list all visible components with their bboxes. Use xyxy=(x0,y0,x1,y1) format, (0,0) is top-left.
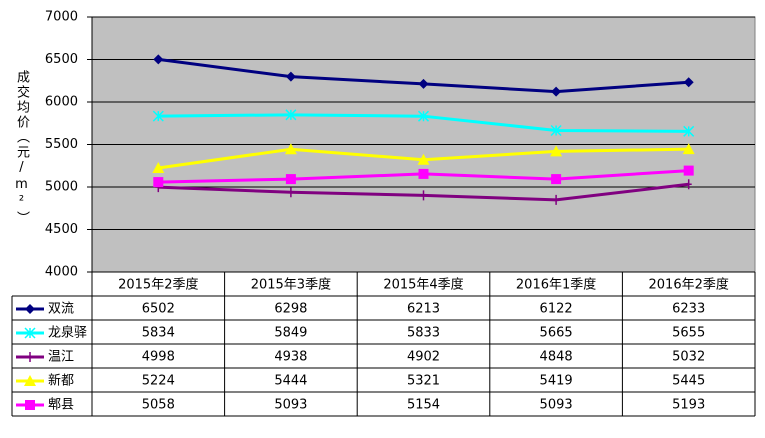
data-point xyxy=(153,177,164,188)
table-cell: 4998 xyxy=(142,350,175,365)
data-point xyxy=(551,86,562,97)
data-point xyxy=(153,54,164,65)
data-point xyxy=(553,194,560,205)
table-cell: 5655 xyxy=(672,326,705,341)
table-cell: 4938 xyxy=(274,350,307,365)
legend-marker xyxy=(24,327,36,339)
legend-label: 温江 xyxy=(48,350,74,365)
data-point xyxy=(683,165,694,176)
table-cell: 6502 xyxy=(142,302,175,317)
data-point xyxy=(417,110,430,122)
legend-label: 龙泉驿 xyxy=(48,325,87,341)
data-point xyxy=(418,168,429,179)
table-cell: 6298 xyxy=(274,302,307,317)
legend-label: 新都 xyxy=(48,373,74,389)
table-cell: 5665 xyxy=(540,326,573,341)
data-point xyxy=(683,125,695,137)
table-cell: 5193 xyxy=(672,398,705,413)
data-point xyxy=(685,179,692,190)
y-tick-label: 4000 xyxy=(45,265,78,280)
table-cell: 5445 xyxy=(672,374,705,389)
table-cell: 5849 xyxy=(274,326,307,341)
table-cell: 5032 xyxy=(672,350,705,365)
table-cell: 4848 xyxy=(540,350,573,365)
data-point xyxy=(550,145,563,157)
data-point xyxy=(551,174,562,185)
y-tick-label: 6500 xyxy=(45,52,78,67)
table-cell: 5224 xyxy=(142,374,175,389)
table-cell: 5444 xyxy=(274,374,307,389)
x-tick-label: 2016年1季度 xyxy=(516,277,596,293)
data-point xyxy=(285,174,296,185)
y-tick-label: 7000 xyxy=(45,10,78,25)
data-point xyxy=(550,124,562,137)
legend-marker xyxy=(27,352,33,362)
table-cell: 5419 xyxy=(540,374,573,389)
table-cell: 6122 xyxy=(540,302,573,317)
table-cell: 6233 xyxy=(672,302,705,317)
data-point xyxy=(683,77,694,88)
legend-label: 郫县 xyxy=(48,397,74,413)
legend-marker xyxy=(25,400,35,410)
data-point xyxy=(420,190,427,201)
legend-marker xyxy=(25,304,35,314)
x-tick-label: 2015年3季度 xyxy=(251,277,331,293)
data-point xyxy=(284,143,297,155)
table-cell: 5833 xyxy=(407,326,440,341)
y-tick-label: 4500 xyxy=(45,222,78,237)
table-cell: 5058 xyxy=(142,398,175,413)
data-point xyxy=(285,109,297,121)
data-point xyxy=(152,110,164,122)
data-point xyxy=(287,187,294,198)
table-cell: 5093 xyxy=(274,398,307,413)
table-cell: 5093 xyxy=(540,398,573,413)
data-point xyxy=(417,153,430,165)
table-cell: 6213 xyxy=(407,302,440,317)
x-tick-label: 2015年4季度 xyxy=(383,277,463,293)
table-cell: 5834 xyxy=(142,326,175,341)
y-tick-label: 5500 xyxy=(45,137,78,152)
table-cell: 5321 xyxy=(407,374,440,389)
table-cell: 5154 xyxy=(407,398,440,413)
y-axis-title: 成交均价（元/m²） xyxy=(14,70,29,226)
legend-label: 双流 xyxy=(48,302,74,317)
y-tick-label: 6000 xyxy=(45,95,78,110)
table-cell: 4902 xyxy=(407,350,440,365)
legend-marker xyxy=(24,375,36,386)
data-point xyxy=(152,161,165,173)
x-tick-label: 2015年2季度 xyxy=(118,277,198,293)
x-tick-label: 2016年2季度 xyxy=(649,277,729,293)
data-point xyxy=(285,71,296,82)
data-point xyxy=(682,143,695,155)
y-tick-label: 5000 xyxy=(45,180,78,195)
data-point xyxy=(418,78,429,89)
